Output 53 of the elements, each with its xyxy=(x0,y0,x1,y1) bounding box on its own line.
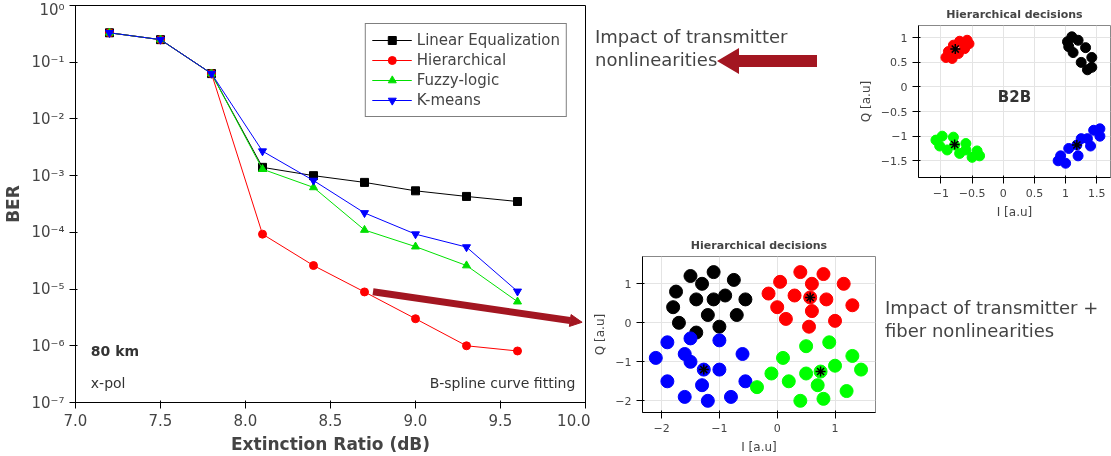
y-tick-label: −1 xyxy=(615,355,632,369)
x-axis-title: Extinction Ratio (dB) xyxy=(230,433,431,454)
y-tick-label: 0.5 xyxy=(890,56,908,70)
annotation: B2B xyxy=(997,87,1032,106)
annotation: x-pol xyxy=(90,374,126,391)
x-tick-label: 8.0 xyxy=(233,411,258,430)
x-tick-label: −2 xyxy=(653,421,670,435)
y-tick-label: −0.5 xyxy=(880,105,908,119)
y-tick-label: 10⁻⁶ xyxy=(31,336,65,355)
x-tick-label: 0.5 xyxy=(1025,186,1044,200)
x-tick-label: −0.5 xyxy=(958,186,986,200)
y-tick-label: 10⁻³ xyxy=(31,166,65,185)
x-tick-label: 1 xyxy=(831,421,839,435)
y-tick-label: 10⁻⁵ xyxy=(31,280,65,299)
annotation: 80 km xyxy=(90,342,140,359)
x-tick-label: 0 xyxy=(999,186,1007,200)
y-tick-label: 1 xyxy=(624,277,632,291)
y-tick-label: 10⁻⁷ xyxy=(31,393,65,412)
x-tick-label: 1 xyxy=(1062,186,1070,200)
y-tick-label: 10⁻¹ xyxy=(31,53,65,72)
x-tick-label: −1 xyxy=(932,186,950,200)
legend-label: Hierarchical xyxy=(416,51,507,69)
x-axis-title: I [a.u] xyxy=(996,204,1033,219)
y-axis-title: Q [a.u] xyxy=(858,80,873,123)
legend-label: Fuzzy-logic xyxy=(416,71,500,89)
x-tick-label: 1.5 xyxy=(1088,186,1106,200)
x-tick-label: −1 xyxy=(711,421,728,435)
y-tick-label: 0 xyxy=(624,316,632,330)
x-tick-label: 7.5 xyxy=(148,411,173,430)
text: Impact of transmitter + fiber nonlinearities xyxy=(885,296,1100,343)
legend-label: Linear Equalization xyxy=(416,31,560,49)
x-tick-label: 9.5 xyxy=(488,411,513,430)
x-tick-label: 10.0 xyxy=(557,411,591,430)
y-tick-label: 10⁻² xyxy=(31,109,65,128)
y-tick-label: 10⁰ xyxy=(39,0,65,19)
x-tick-label: 7.0 xyxy=(63,411,88,430)
legend-label: K-means xyxy=(416,91,481,109)
x-tick-label: 9.0 xyxy=(403,411,428,430)
y-axis-title: BER xyxy=(3,185,24,223)
annotation: B-spline curve fitting xyxy=(429,374,576,391)
x-tick-label: 0 xyxy=(773,421,781,435)
text: Impact of transmitter nonlinearities xyxy=(595,25,789,73)
chart-title: Hierarchical decisions xyxy=(690,238,828,252)
y-tick-label: −1.5 xyxy=(880,154,908,168)
y-tick-label: 0 xyxy=(900,80,908,94)
x-axis-title: I [a.u] xyxy=(741,439,777,454)
y-axis-title: Q [a.u] xyxy=(593,313,608,356)
y-tick-label: −1 xyxy=(891,130,908,144)
y-tick-label: 1 xyxy=(900,31,908,45)
y-tick-label: 10⁻⁴ xyxy=(31,223,65,242)
x-tick-label: 8.5 xyxy=(318,411,343,430)
chart-title: Hierarchical decisions xyxy=(946,7,1084,21)
y-tick-label: −2 xyxy=(615,394,632,408)
